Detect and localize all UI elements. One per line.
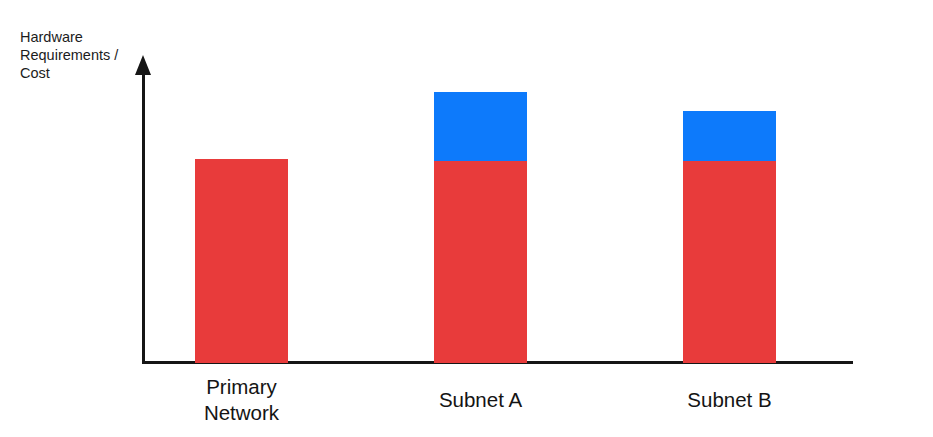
- x-axis-label-subnet-b: Subnet B: [664, 374, 796, 426]
- bar-subnet-a: [434, 92, 527, 363]
- bar-primary-network-red-base-segment: [195, 159, 288, 363]
- bar-subnet-a-red-base-segment: [434, 161, 527, 363]
- bar-subnet-b-red-base-segment: [683, 161, 776, 363]
- x-axis-label-primary-network: Primary Network: [176, 374, 308, 426]
- bar-subnet-b-blue-top-segment: [683, 111, 776, 161]
- bar-primary-network: [195, 159, 288, 363]
- x-axis-label-subnet-a: Subnet A: [415, 374, 547, 426]
- bar-subnet-a-blue-top-segment: [434, 92, 527, 161]
- y-axis-line: [142, 70, 145, 364]
- y-axis-title: Hardware Requirements / Cost: [20, 28, 118, 82]
- bar-subnet-b: [683, 111, 776, 363]
- chart-canvas: Hardware Requirements / Cost Primary Net…: [0, 0, 933, 437]
